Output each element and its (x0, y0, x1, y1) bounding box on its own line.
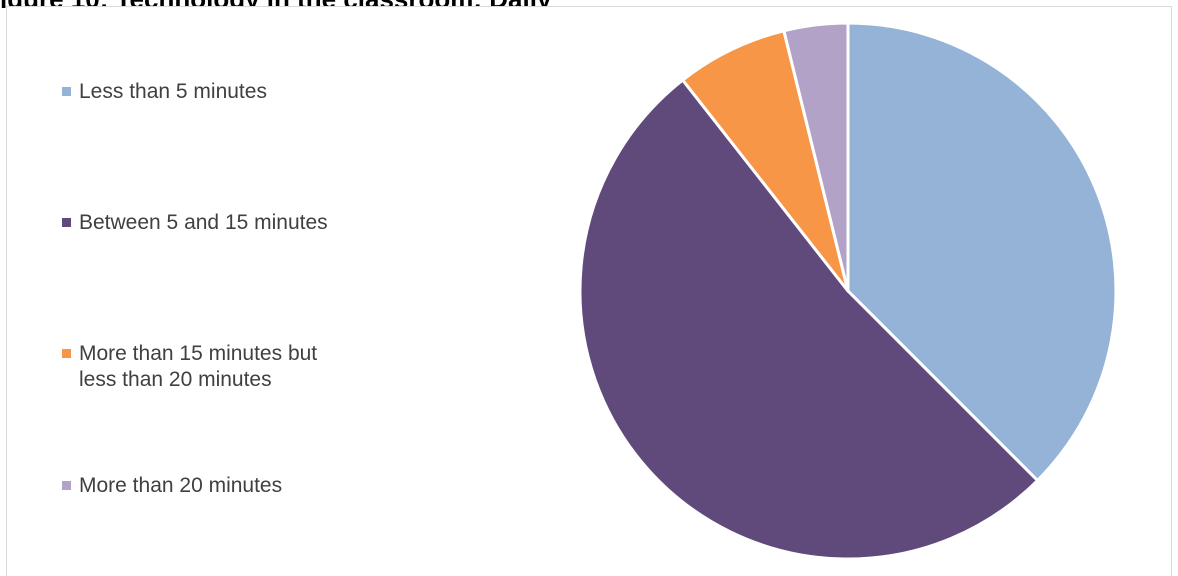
legend-item-15-to-20: More than 15 minutes but less than 20 mi… (62, 341, 344, 393)
legend-swatch-more-than-20 (62, 481, 71, 490)
pie-slice-5-to-15 (578, 78, 1039, 561)
legend-label-less-than-5: Less than 5 minutes (79, 80, 267, 103)
legend-swatch-5-to-15 (62, 218, 71, 227)
legend-label-15-to-20: More than 15 minutes but less than 20 mi… (79, 342, 318, 391)
legend-item-less-than-5: Less than 5 minutes (62, 79, 379, 105)
legend-label-more-than-20: More than 20 minutes (79, 474, 283, 497)
pie-slice-15-to-20 (681, 29, 850, 293)
legend-swatch-less-than-5 (62, 87, 71, 96)
legend-item-more-than-20: More than 20 minutes (62, 473, 379, 499)
legend-label-5-to-15: Between 5 and 15 minutes (79, 211, 328, 234)
pie-slice-more-than-20 (782, 21, 850, 293)
chart-legend: Less than 5 minutes Between 5 and 15 min… (62, 0, 462, 576)
pie-slice-less-than-5 (846, 21, 1118, 482)
legend-swatch-15-to-20 (62, 349, 71, 358)
pie-slices (578, 21, 1118, 561)
legend-item-5-to-15: Between 5 and 15 minutes (62, 210, 379, 236)
